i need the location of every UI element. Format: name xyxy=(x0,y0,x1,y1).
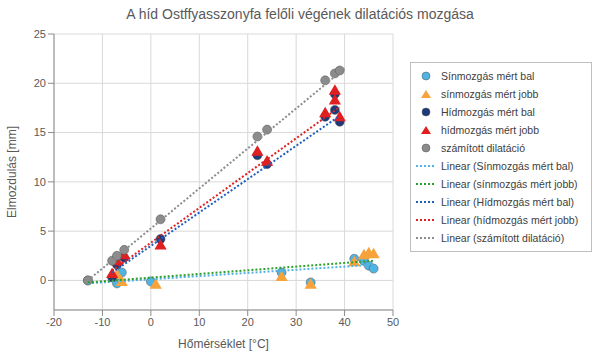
svg-text:30: 30 xyxy=(290,316,302,328)
html-text:hídmozgás mért jobb: hídmozgás mért jobb xyxy=(441,124,540,136)
svg-text:0: 0 xyxy=(148,316,154,328)
svg-text:15: 15 xyxy=(34,126,46,138)
html-text:számított dilatáció: számított dilatáció xyxy=(441,142,525,154)
svg-text:0: 0 xyxy=(40,274,46,286)
html-text:Linear (számított dilatáció): Linear (számított dilatáció) xyxy=(441,232,565,244)
html-text:sínmozgás mért jobb: sínmozgás mért jobb xyxy=(441,88,539,100)
svg-text:Elmozdulás [mm]: Elmozdulás [mm] xyxy=(8,126,19,218)
svg-text:-20: -20 xyxy=(46,316,62,328)
svg-text:20: 20 xyxy=(34,77,46,89)
svg-text:50: 50 xyxy=(387,316,399,328)
svg-text:5: 5 xyxy=(40,225,46,237)
svg-text:20: 20 xyxy=(242,316,254,328)
html-text:Linear (hídmozgás mért jobb): Linear (hídmozgás mért jobb) xyxy=(441,214,579,226)
svg-text:40: 40 xyxy=(338,316,350,328)
html-text:A híd Ostffyasszonyfa felőli v: A híd Ostffyasszonyfa felőli végének dil… xyxy=(126,6,474,22)
svg-text:10: 10 xyxy=(34,176,46,188)
html-text:Linear (Sínmozgás mért bal): Linear (Sínmozgás mért bal) xyxy=(441,160,574,172)
svg-text:Hőmérséklet [°C]: Hőmérséklet [°C] xyxy=(178,337,269,351)
html-text:Hídmozgás mért bal: Hídmozgás mért bal xyxy=(441,106,535,118)
svg-text:25: 25 xyxy=(34,28,46,40)
svg-text:10: 10 xyxy=(193,316,205,328)
svg-text:-10: -10 xyxy=(94,316,110,328)
html-text:Sínmozgás mért bal: Sínmozgás mért bal xyxy=(441,70,535,82)
html-text:Linear (Hídmozgás mért bal): Linear (Hídmozgás mért bal) xyxy=(441,196,575,208)
html-text:Linear (sínmozgás mért jobb): Linear (sínmozgás mért jobb) xyxy=(441,178,578,190)
